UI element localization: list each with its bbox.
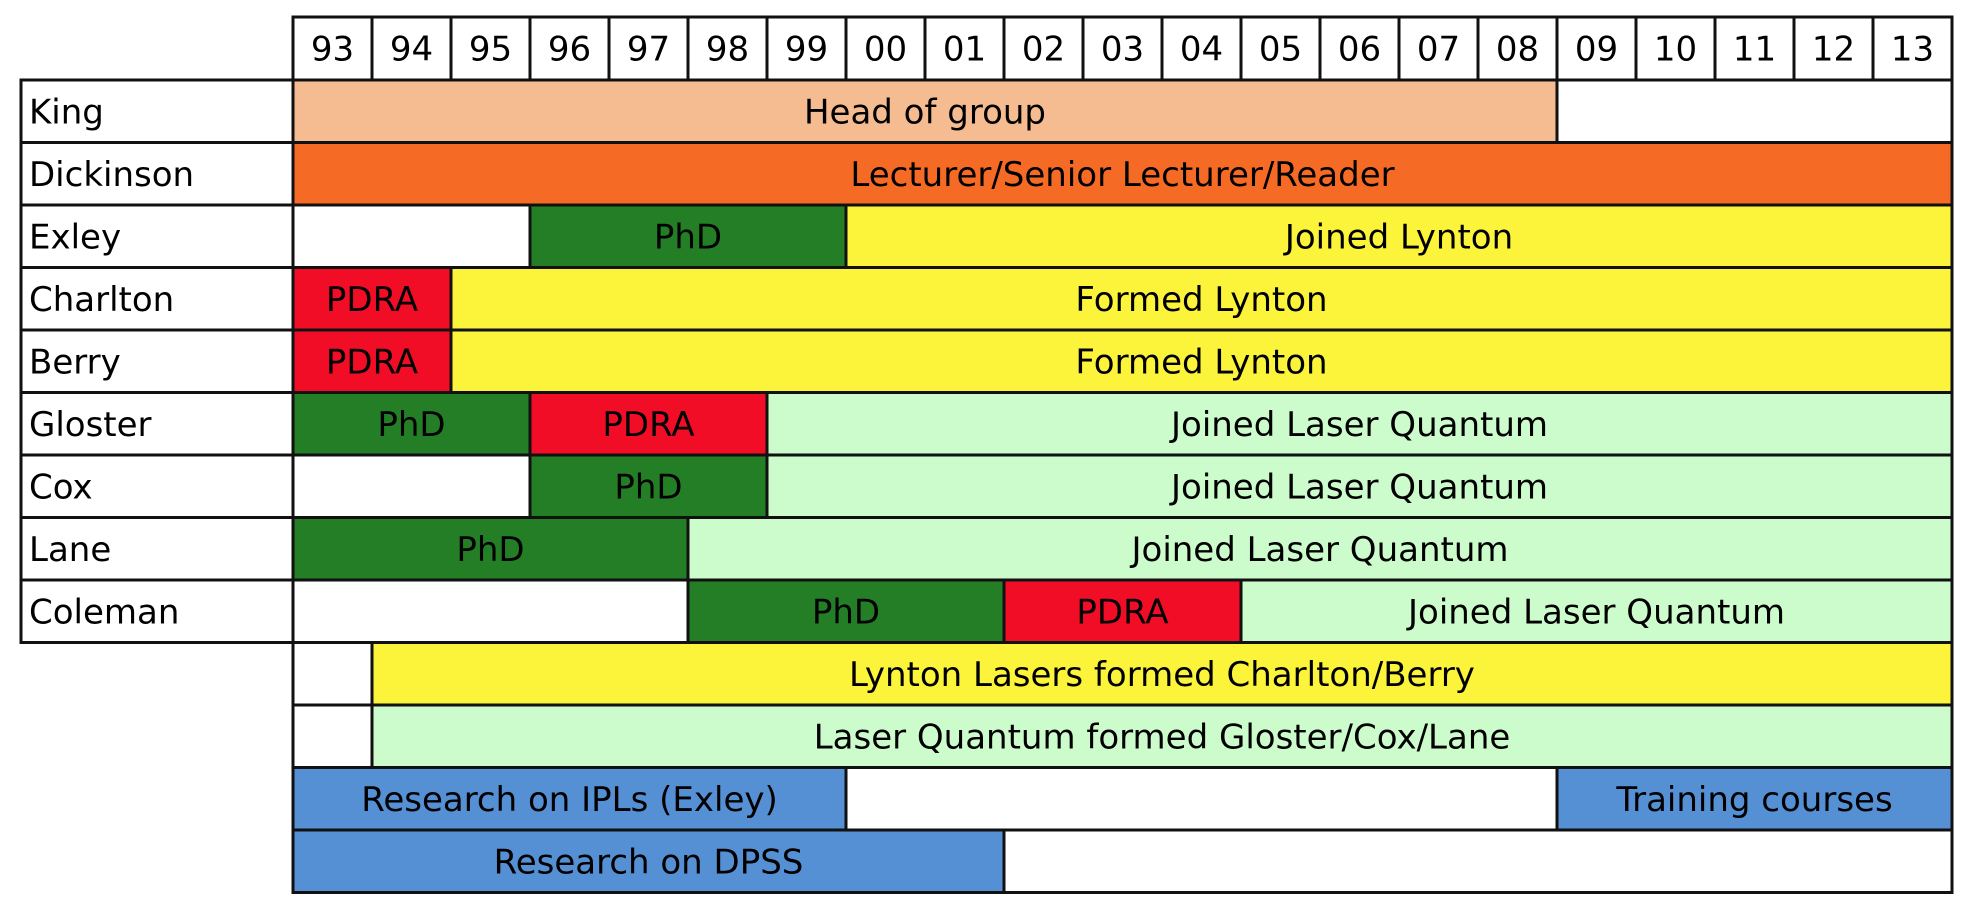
labels: 93 94 95 96 97 98 99 00 01 02 03 04 05 06 07 08 09 10 11 12…: [29, 30, 1934, 883]
bar-segment: [372, 705, 1952, 768]
year-label-11: 11: [1733, 30, 1776, 70]
bar-segment: [293, 330, 451, 393]
year-label-06: 06: [1338, 30, 1381, 70]
bar-label: PhD: [377, 405, 445, 445]
bar-segment: [293, 517, 688, 580]
bar-segment: [372, 642, 1952, 705]
bar-segment: [293, 267, 451, 330]
bar-label: Research on DPSS: [494, 842, 804, 882]
bar-fills: [293, 80, 1952, 893]
year-label-12: 12: [1812, 30, 1855, 70]
bar-segment: [1557, 80, 1952, 143]
bar-label: Joined Laser Quantum: [1169, 467, 1548, 507]
year-label-10: 10: [1654, 30, 1697, 70]
year-label-98: 98: [706, 30, 749, 70]
bar-label: Research on IPLs (Exley): [361, 780, 778, 820]
bar-segment: [293, 205, 530, 268]
bar-segment: [767, 392, 1952, 455]
bar-segment: [530, 205, 846, 268]
year-label-99: 99: [785, 30, 828, 70]
row-name-charlton: Charlton: [29, 280, 174, 320]
bar-label: Lecturer/Senior Lecturer/Reader: [850, 155, 1394, 195]
year-label-03: 03: [1101, 30, 1144, 70]
bar-label: Formed Lynton: [1075, 280, 1327, 320]
year-label-05: 05: [1259, 30, 1302, 70]
year-label-00: 00: [864, 30, 907, 70]
bar-segment: [293, 767, 846, 830]
bar-label: Lynton Lasers formed Charlton/Berry: [849, 655, 1475, 695]
year-label-04: 04: [1180, 30, 1223, 70]
bar-segment: [293, 580, 688, 643]
year-label-07: 07: [1417, 30, 1460, 70]
row-name-lane: Lane: [29, 530, 111, 570]
grid-lines: [19, 15, 1954, 894]
bar-segment: [530, 392, 767, 455]
row-name-dickinson: Dickinson: [29, 155, 194, 195]
row-name-coleman: Coleman: [29, 592, 179, 632]
bar-segment: [1004, 580, 1241, 643]
row-name-gloster: Gloster: [29, 405, 152, 445]
year-label-96: 96: [548, 30, 591, 70]
year-label-01: 01: [943, 30, 986, 70]
bar-label: Head of group: [804, 92, 1046, 132]
bar-label: Laser Quantum formed Gloster/Cox/Lane: [814, 717, 1511, 757]
bar-segment: [293, 392, 530, 455]
bar-segment: [451, 330, 1952, 393]
year-label-95: 95: [469, 30, 512, 70]
year-label-93: 93: [311, 30, 354, 70]
bar-segment: [293, 830, 1004, 893]
bar-segment: [530, 455, 767, 518]
bar-label: PhD: [812, 592, 880, 632]
bar-segment: [293, 455, 530, 518]
bar-segment: [688, 517, 1952, 580]
row-name-king: King: [29, 92, 104, 132]
bar-label: Training courses: [1615, 780, 1892, 820]
year-label-02: 02: [1022, 30, 1065, 70]
row-name-berry: Berry: [29, 342, 121, 382]
bar-segment: [767, 455, 1952, 518]
bar-segment: [1557, 767, 1952, 830]
bar-segment: [688, 580, 1004, 643]
bar-segment: [293, 142, 1952, 205]
bar-segment: [1241, 580, 1952, 643]
bar-label: PhD: [456, 530, 524, 570]
bar-segment: [846, 205, 1952, 268]
year-label-94: 94: [390, 30, 433, 70]
year-label-13: 13: [1891, 30, 1934, 70]
bar-label: PDRA: [602, 405, 694, 445]
bar-segment: [1004, 830, 1952, 893]
bar-segment: [293, 705, 372, 768]
year-label-97: 97: [627, 30, 670, 70]
bar-label: Joined Laser Quantum: [1169, 405, 1548, 445]
bar-label: Joined Laser Quantum: [1129, 530, 1508, 570]
bar-label: Joined Laser Quantum: [1406, 592, 1785, 632]
bar-label: PDRA: [326, 342, 418, 382]
year-label-09: 09: [1575, 30, 1618, 70]
bar-segment: [451, 267, 1952, 330]
bar-segment: [293, 80, 1557, 143]
bar-label: Joined Lynton: [1283, 217, 1513, 257]
bar-label: Formed Lynton: [1075, 342, 1327, 382]
row-name-exley: Exley: [29, 217, 121, 257]
bar-label: PDRA: [326, 280, 418, 320]
bar-segment: [293, 642, 372, 705]
bar-segment: [846, 767, 1557, 830]
bar-label: PhD: [614, 467, 682, 507]
row-name-cox: Cox: [29, 467, 93, 507]
bar-label: PDRA: [1076, 592, 1168, 632]
year-label-08: 08: [1496, 30, 1539, 70]
bar-label: PhD: [654, 217, 722, 257]
